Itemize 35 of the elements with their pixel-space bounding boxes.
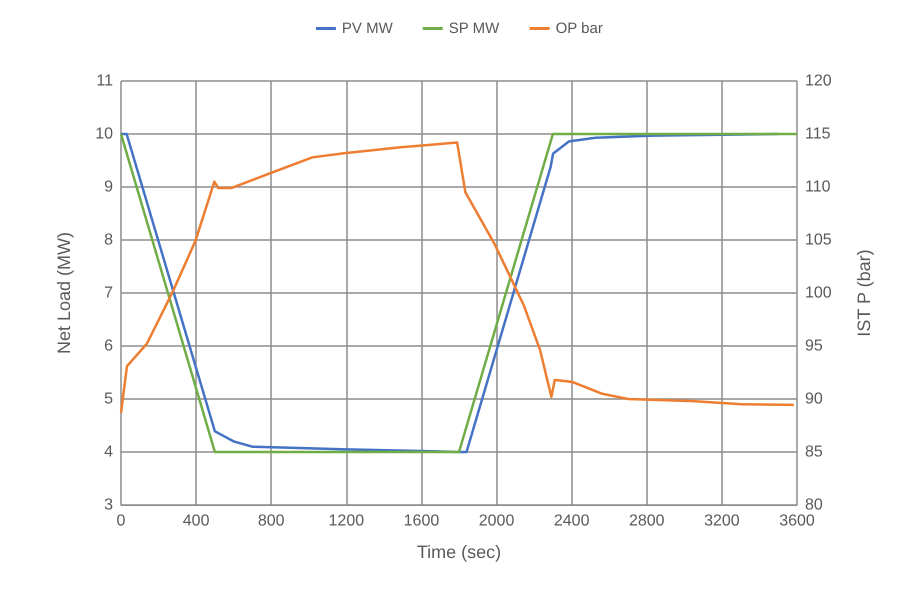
x-tick-label: 0 xyxy=(116,512,126,530)
legend-label: PV MW xyxy=(342,20,394,37)
x-tick-label: 3600 xyxy=(779,512,815,530)
y-tick-label: 5 xyxy=(104,390,114,408)
y2-axis-title: IST P (bar) xyxy=(854,249,874,337)
x-tick-label: 1600 xyxy=(404,512,440,530)
x-axis-title: Time (sec) xyxy=(416,542,502,562)
y2-tick-label: 120 xyxy=(805,72,832,90)
y2-tick-label: 85 xyxy=(805,444,823,460)
y2-tick-label: 110 xyxy=(805,178,831,196)
x-tick-label: 400 xyxy=(182,512,210,530)
x-tick-label: 2000 xyxy=(478,512,514,530)
y-tick-label: 6 xyxy=(104,338,114,354)
y2-tick-label: 80 xyxy=(805,496,823,514)
legend-label: OP bar xyxy=(556,20,603,37)
x-tick-label: 2400 xyxy=(554,512,590,530)
line-series xyxy=(120,141,796,414)
y2-tick-label: 90 xyxy=(805,390,823,408)
x-tick-label: 3200 xyxy=(704,512,740,530)
y2-tick-label: 105 xyxy=(805,232,832,248)
y2-tick-label: 115 xyxy=(805,126,831,142)
y-tick-label: 4 xyxy=(104,444,114,460)
x-tick-label: 2800 xyxy=(628,512,665,530)
y-tick-label: 11 xyxy=(96,72,114,90)
y-tick-label: 3 xyxy=(104,496,114,514)
y-tick-label: 9 xyxy=(104,178,114,196)
y2-tick-label: 95 xyxy=(805,338,823,354)
y-tick-label: 8 xyxy=(104,232,114,248)
legend-label: SP MW xyxy=(448,20,500,37)
y-axis-title: Net Load (MW) xyxy=(54,232,74,354)
y-tick-label: 10 xyxy=(95,126,114,142)
x-tick-label: 1200 xyxy=(328,512,364,530)
y-tick-label: 7 xyxy=(104,284,114,302)
x-tick-label: 800 xyxy=(258,512,285,530)
y2-tick-label: 100 xyxy=(805,284,832,302)
